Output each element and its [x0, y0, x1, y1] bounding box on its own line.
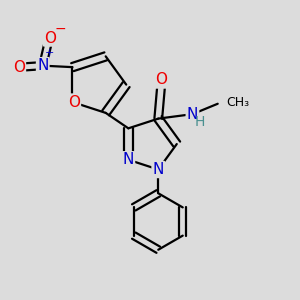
- Text: N: N: [37, 58, 48, 73]
- Text: N: N: [153, 162, 164, 177]
- Text: −: −: [55, 22, 66, 36]
- Text: O: O: [44, 31, 56, 46]
- Text: O: O: [155, 73, 167, 88]
- Text: N: N: [187, 107, 198, 122]
- Text: H: H: [195, 116, 205, 130]
- Text: N: N: [123, 152, 134, 167]
- Text: +: +: [45, 48, 54, 58]
- Text: CH₃: CH₃: [226, 96, 250, 109]
- Text: O: O: [13, 60, 25, 75]
- Text: O: O: [68, 94, 80, 110]
